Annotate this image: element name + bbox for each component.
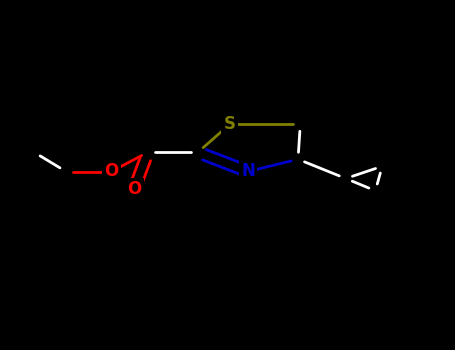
Text: N: N bbox=[241, 162, 255, 181]
Text: O: O bbox=[104, 162, 119, 181]
Text: O: O bbox=[127, 180, 142, 198]
Text: S: S bbox=[224, 115, 236, 133]
